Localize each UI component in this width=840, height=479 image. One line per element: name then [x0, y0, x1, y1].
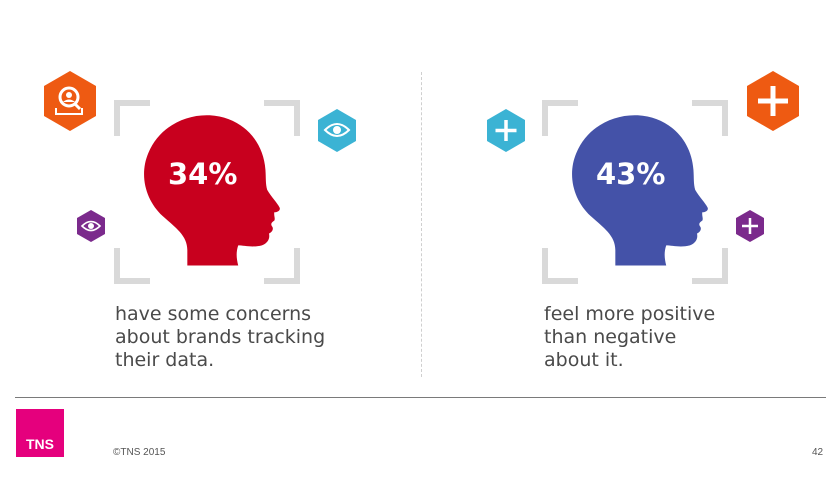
copyright: ©TNS 2015 — [113, 447, 166, 458]
panel-divider — [421, 72, 422, 377]
plus-icon — [487, 109, 525, 152]
logo-text: TNS — [26, 436, 54, 452]
plus-icon — [736, 210, 764, 242]
left-statement: have some concerns about brands tracking… — [115, 303, 326, 371]
plus-icon — [747, 71, 799, 131]
right-frame-brackets — [542, 100, 728, 284]
eye-icon — [318, 109, 356, 152]
page-number: 42 — [812, 447, 824, 458]
head-silhouette-blue — [572, 115, 708, 266]
right-statement: feel more positive than negative about i… — [544, 303, 716, 371]
footer-rule — [15, 397, 826, 398]
eye-icon — [77, 210, 105, 242]
right-percentage: 43% — [596, 157, 666, 191]
head-silhouette-red — [144, 115, 280, 266]
person-search-icon — [44, 71, 96, 131]
left-frame-brackets — [114, 100, 300, 284]
left-percentage: 34% — [168, 157, 238, 191]
tns-logo: TNS — [16, 409, 64, 457]
